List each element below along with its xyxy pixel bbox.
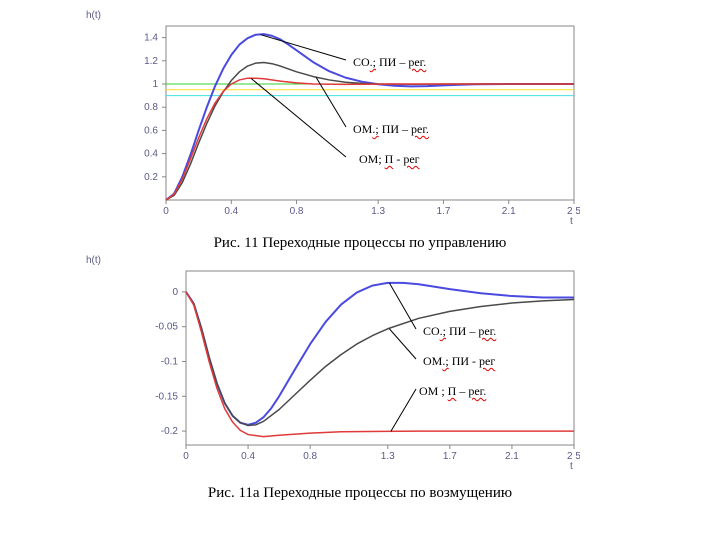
bot-chart: 0 0.4 0.8 1.3 1.7 2.1 2 5 -0.2 -0.15 -0.1 -0.05 0 (120, 265, 580, 475)
svg-text:0.4: 0.4 (144, 149, 158, 160)
svg-text:2 5: 2 5 (567, 206, 580, 217)
bot-xunit: t (570, 461, 573, 472)
svg-text:1: 1 (152, 79, 158, 90)
svg-text:0.8: 0.8 (144, 102, 158, 113)
svg-text:0: 0 (172, 287, 178, 298)
bot-annotation-1: ОМ.; ПИ - рег (423, 354, 495, 369)
top-ylabel: h(t) (86, 10, 101, 21)
svg-text:0.6: 0.6 (144, 125, 158, 136)
svg-text:0.8: 0.8 (303, 451, 317, 462)
bot-caption: Рис. 11а Переходные процессы по возмущен… (0, 485, 720, 502)
svg-text:0.2: 0.2 (144, 172, 158, 183)
top-annotation-0: СО.; ПИ – рег. (353, 55, 426, 70)
bot-series-2 (186, 292, 574, 437)
svg-text:2.1: 2.1 (505, 451, 519, 462)
bot-series-0 (186, 283, 574, 425)
svg-text:-0.15: -0.15 (155, 391, 178, 402)
svg-text:1.3: 1.3 (381, 451, 395, 462)
top-annotation-1: ОМ.; ПИ – рег. (353, 122, 429, 137)
bot-series-1 (186, 292, 574, 426)
svg-text:2 5: 2 5 (567, 451, 580, 462)
bot-annotation-0: СО.; ПИ – рег. (423, 324, 496, 339)
svg-text:0: 0 (183, 451, 189, 462)
bot-annotation-2: ОМ ; П – рег. (419, 384, 486, 399)
svg-text:-0.2: -0.2 (161, 426, 179, 437)
svg-text:1.7: 1.7 (443, 451, 457, 462)
svg-text:1.2: 1.2 (144, 56, 158, 67)
svg-text:-0.1: -0.1 (161, 356, 179, 367)
svg-text:0.4: 0.4 (224, 206, 238, 217)
svg-text:1.4: 1.4 (144, 33, 158, 44)
svg-text:1.3: 1.3 (371, 206, 385, 217)
svg-text:0.4: 0.4 (241, 451, 255, 462)
svg-text:0.8: 0.8 (290, 206, 304, 217)
svg-text:-0.05: -0.05 (155, 322, 178, 333)
bot-ylabel: h(t) (86, 255, 101, 266)
top-xunit: t (570, 216, 573, 227)
svg-text:2.1: 2.1 (502, 206, 516, 217)
svg-text:0: 0 (163, 206, 169, 217)
top-caption: Рис. 11 Переходные процессы по управлени… (0, 235, 720, 252)
top-chart: 0 0.4 0.8 1.3 1.7 2.1 2 5 0.2 0.4 0.6 0.8 1 1.2 1.4 (120, 20, 580, 230)
svg-text:1.7: 1.7 (436, 206, 450, 217)
top-series-2 (166, 78, 574, 200)
top-annotation-2: ОМ; П - рег (359, 152, 420, 167)
